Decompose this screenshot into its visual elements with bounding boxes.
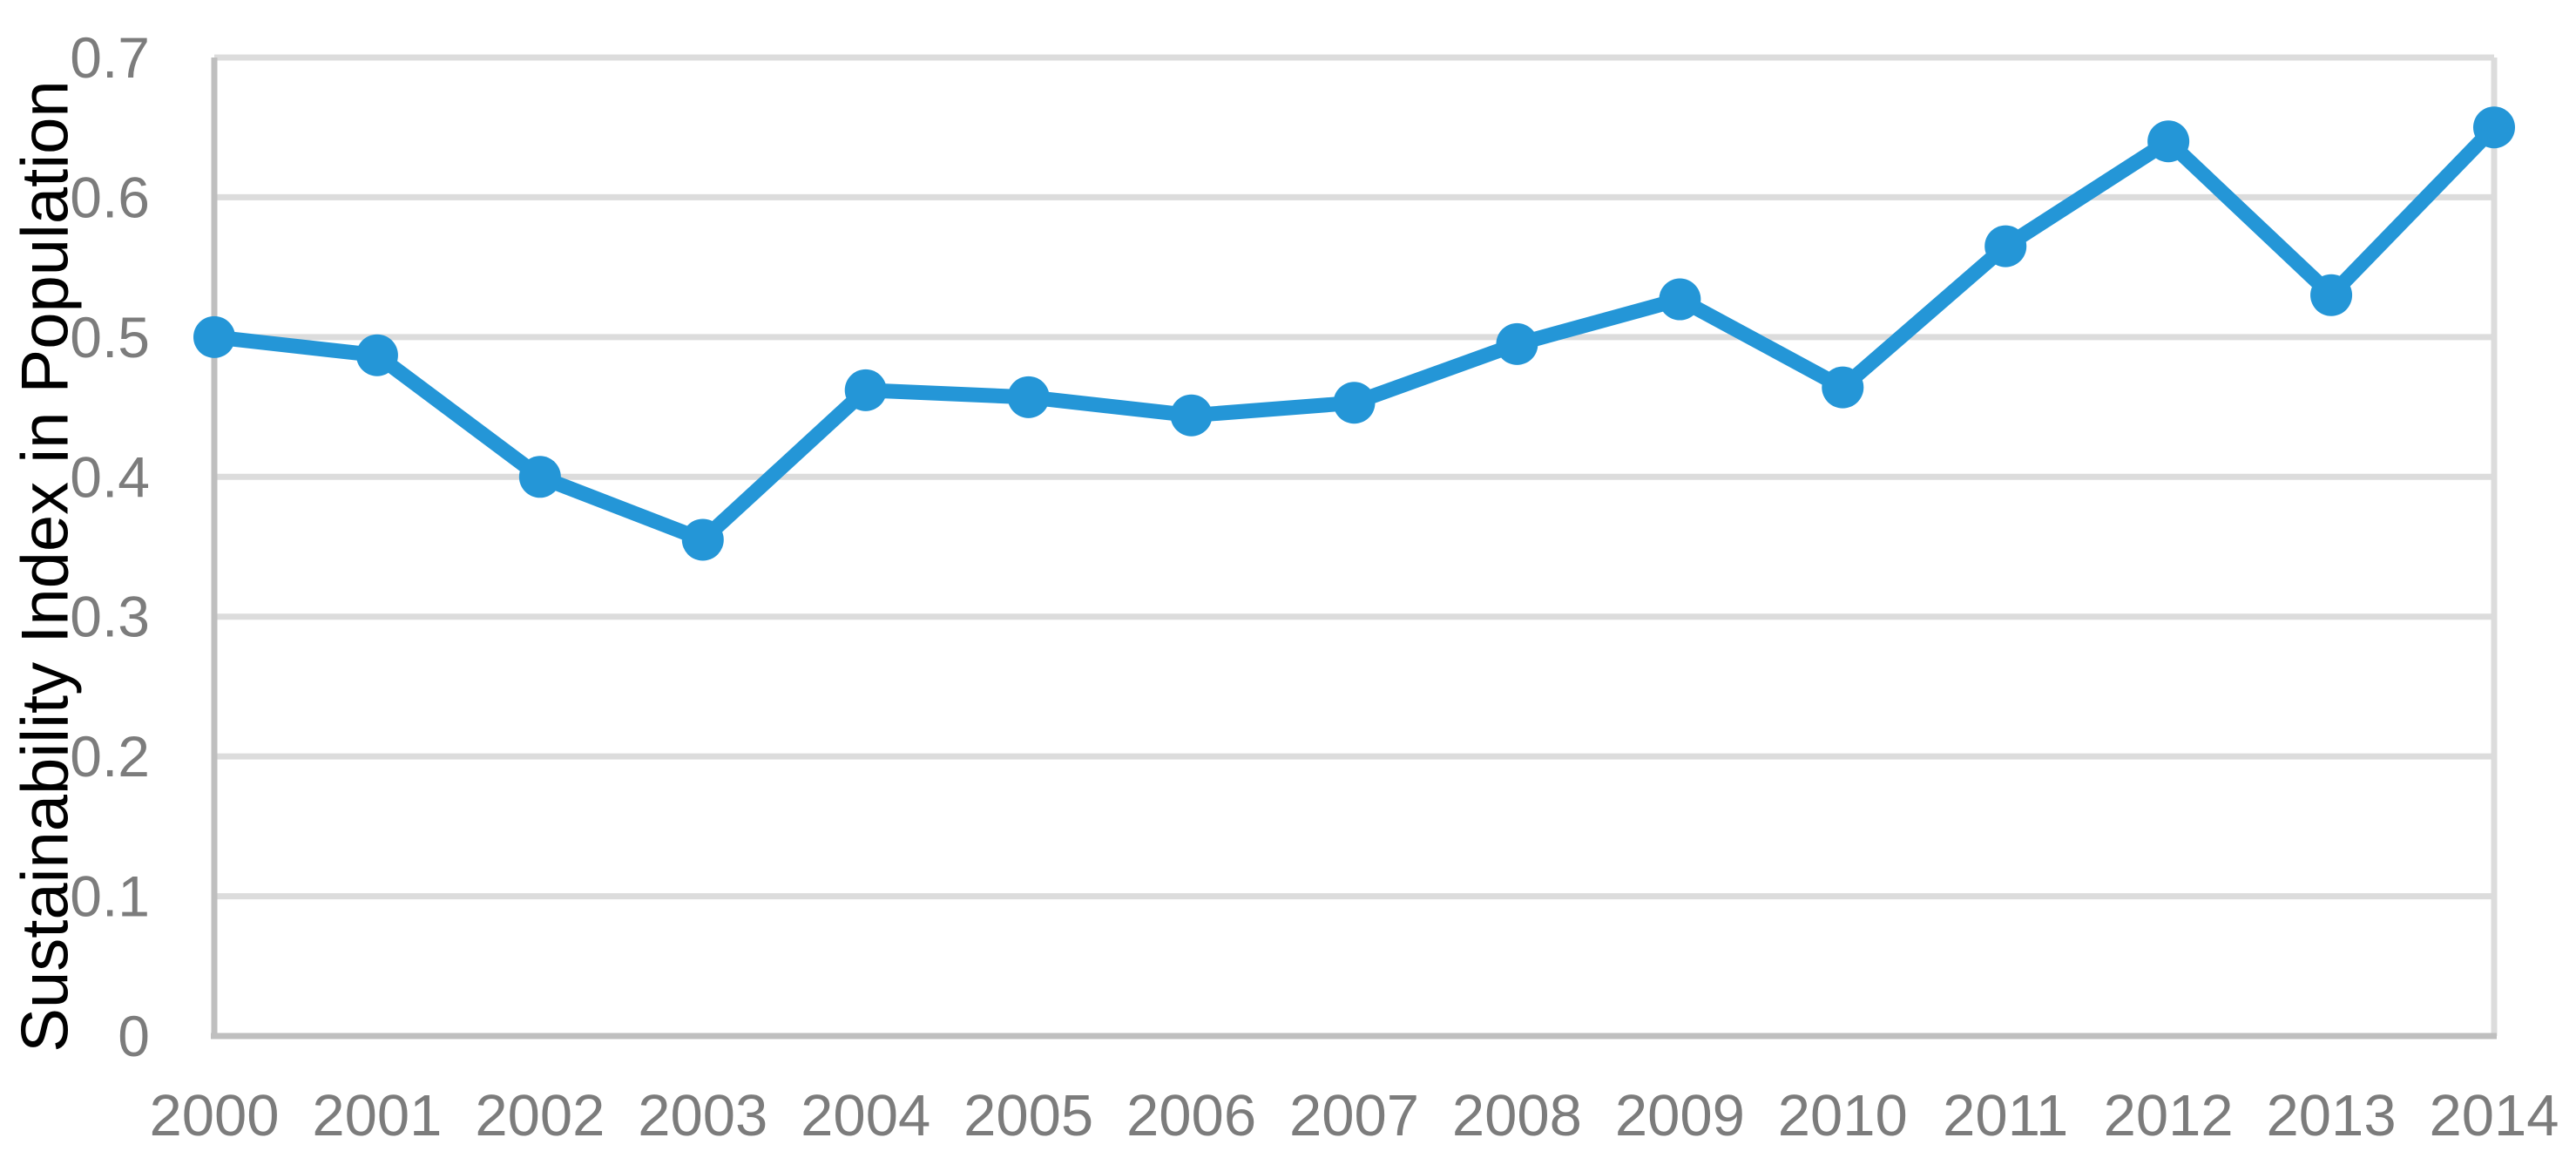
- y-tick-label: 0.3: [70, 585, 150, 649]
- data-point-2002: [518, 456, 561, 498]
- x-tick-label: 2005: [963, 1083, 1093, 1148]
- data-point-2011: [1984, 225, 2027, 267]
- data-point-2013: [2310, 274, 2353, 316]
- x-tick-label: 2002: [475, 1083, 605, 1148]
- x-tick-label: 2004: [801, 1083, 930, 1148]
- x-tick-label: 2007: [1289, 1083, 1419, 1148]
- data-point-2000: [193, 315, 235, 358]
- x-tick-label: 2013: [2267, 1083, 2397, 1148]
- data-point-2003: [681, 518, 724, 561]
- data-point-2007: [1333, 382, 1376, 424]
- x-tick-label: 2008: [1452, 1083, 1582, 1148]
- x-tick-label: 2014: [2429, 1083, 2559, 1148]
- y-tick-label: 0.2: [70, 724, 150, 789]
- data-point-2014: [2473, 106, 2515, 149]
- data-point-2012: [2147, 120, 2190, 163]
- x-tick-label: 2011: [1943, 1083, 2068, 1148]
- x-tick-label: 2010: [1778, 1083, 1908, 1148]
- data-point-2001: [355, 334, 398, 376]
- x-tick-label: 2006: [1126, 1083, 1256, 1148]
- x-tick-label: 2012: [2104, 1083, 2234, 1148]
- data-point-2004: [844, 369, 887, 411]
- x-tick-label: 2001: [312, 1083, 442, 1148]
- data-point-2006: [1170, 394, 1213, 437]
- x-tick-label: 2009: [1615, 1083, 1745, 1148]
- data-point-2009: [1659, 278, 1701, 321]
- y-tick-label: 0.5: [70, 305, 150, 369]
- y-tick-label: 0.4: [70, 444, 150, 509]
- y-tick-label: 0.1: [70, 864, 150, 929]
- data-point-2005: [1007, 376, 1050, 418]
- x-tick-label: 2003: [638, 1083, 767, 1148]
- y-tick-label: 0.7: [70, 25, 150, 90]
- y-tick-label: 0.6: [70, 165, 150, 229]
- data-point-2008: [1496, 322, 1538, 365]
- x-tick-label: 2000: [149, 1083, 279, 1148]
- data-point-2010: [1822, 366, 1864, 409]
- y-tick-label: 0: [118, 1004, 150, 1068]
